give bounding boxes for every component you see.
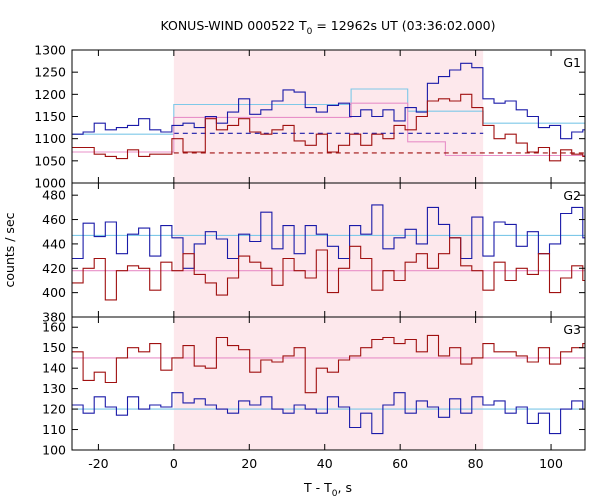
y-tick-label: 110 xyxy=(42,422,66,437)
panel-plot-area-g3 xyxy=(72,334,585,435)
series-blue-g2 xyxy=(72,204,585,269)
x-tick-label: 60 xyxy=(392,456,408,471)
y-tick-label: 460 xyxy=(42,212,66,227)
panel-g2: 380 400 420 440 460 480 G2 xyxy=(42,182,586,325)
y-tick-label: 420 xyxy=(42,261,66,276)
y-tick-label: 1100 xyxy=(34,131,66,146)
panel-frame-g3 xyxy=(71,316,586,451)
panel-label-g3: G3 xyxy=(563,322,581,337)
panel-plot-area-g2 xyxy=(72,204,585,301)
shaded-interval-g1 xyxy=(173,50,484,183)
y-tick-label: 160 xyxy=(42,320,66,335)
y-tick-label: 1250 xyxy=(34,65,66,80)
x-tick-label: 80 xyxy=(468,456,484,471)
x-axis-label: T - T0, s xyxy=(303,480,352,499)
series-blue-g1 xyxy=(72,62,585,140)
y-tick-label: 1050 xyxy=(34,153,66,168)
x-tick-label: 100 xyxy=(539,456,563,471)
chart-panels: 1000105011001150120012501300G13804004204… xyxy=(34,43,586,471)
shaded-interval-g3 xyxy=(173,317,484,450)
y-tick-label: 400 xyxy=(42,285,66,300)
y-tick-label: 120 xyxy=(42,402,66,417)
y-tick-label: 1300 xyxy=(34,43,66,58)
x-tick-label: -20 xyxy=(88,456,108,471)
y-tick-label: 140 xyxy=(42,361,66,376)
series-red-g3 xyxy=(72,334,585,394)
y-tick-label: 440 xyxy=(42,236,66,251)
shaded-interval-g2 xyxy=(173,183,484,317)
x-tick-label: 40 xyxy=(317,456,333,471)
chart-title: KONUS-WIND 000522 T0 = 12962s UT (03:36:… xyxy=(160,18,495,37)
y-tick-label: 1150 xyxy=(34,109,66,124)
y-tick-label: 1200 xyxy=(34,87,66,102)
panel-g3: 100 110 120 130 140 150 160 G3 xyxy=(42,316,586,458)
panel-label-g2: G2 xyxy=(563,188,581,203)
y-tick-label: 1000 xyxy=(34,176,66,191)
y-tick-label: 380 xyxy=(42,310,66,325)
panel-g1: 1000 1050 1100 1150 1200 1250 1300 G1 xyxy=(34,43,586,191)
series-blue-g3 xyxy=(72,392,585,435)
y-tick-label: 100 xyxy=(42,443,66,458)
y-axis-label: counts / sec xyxy=(2,212,17,287)
panel-label-g1: G1 xyxy=(563,55,581,70)
x-tick-label: 0 xyxy=(170,456,178,471)
series-red-g2 xyxy=(72,237,585,301)
y-tick-label: 480 xyxy=(42,188,66,203)
y-tick-label: 130 xyxy=(42,381,66,396)
x-tick-label: 20 xyxy=(241,456,257,471)
fit-line-g1-2 xyxy=(72,102,585,157)
y-tick-label: 150 xyxy=(42,340,66,355)
